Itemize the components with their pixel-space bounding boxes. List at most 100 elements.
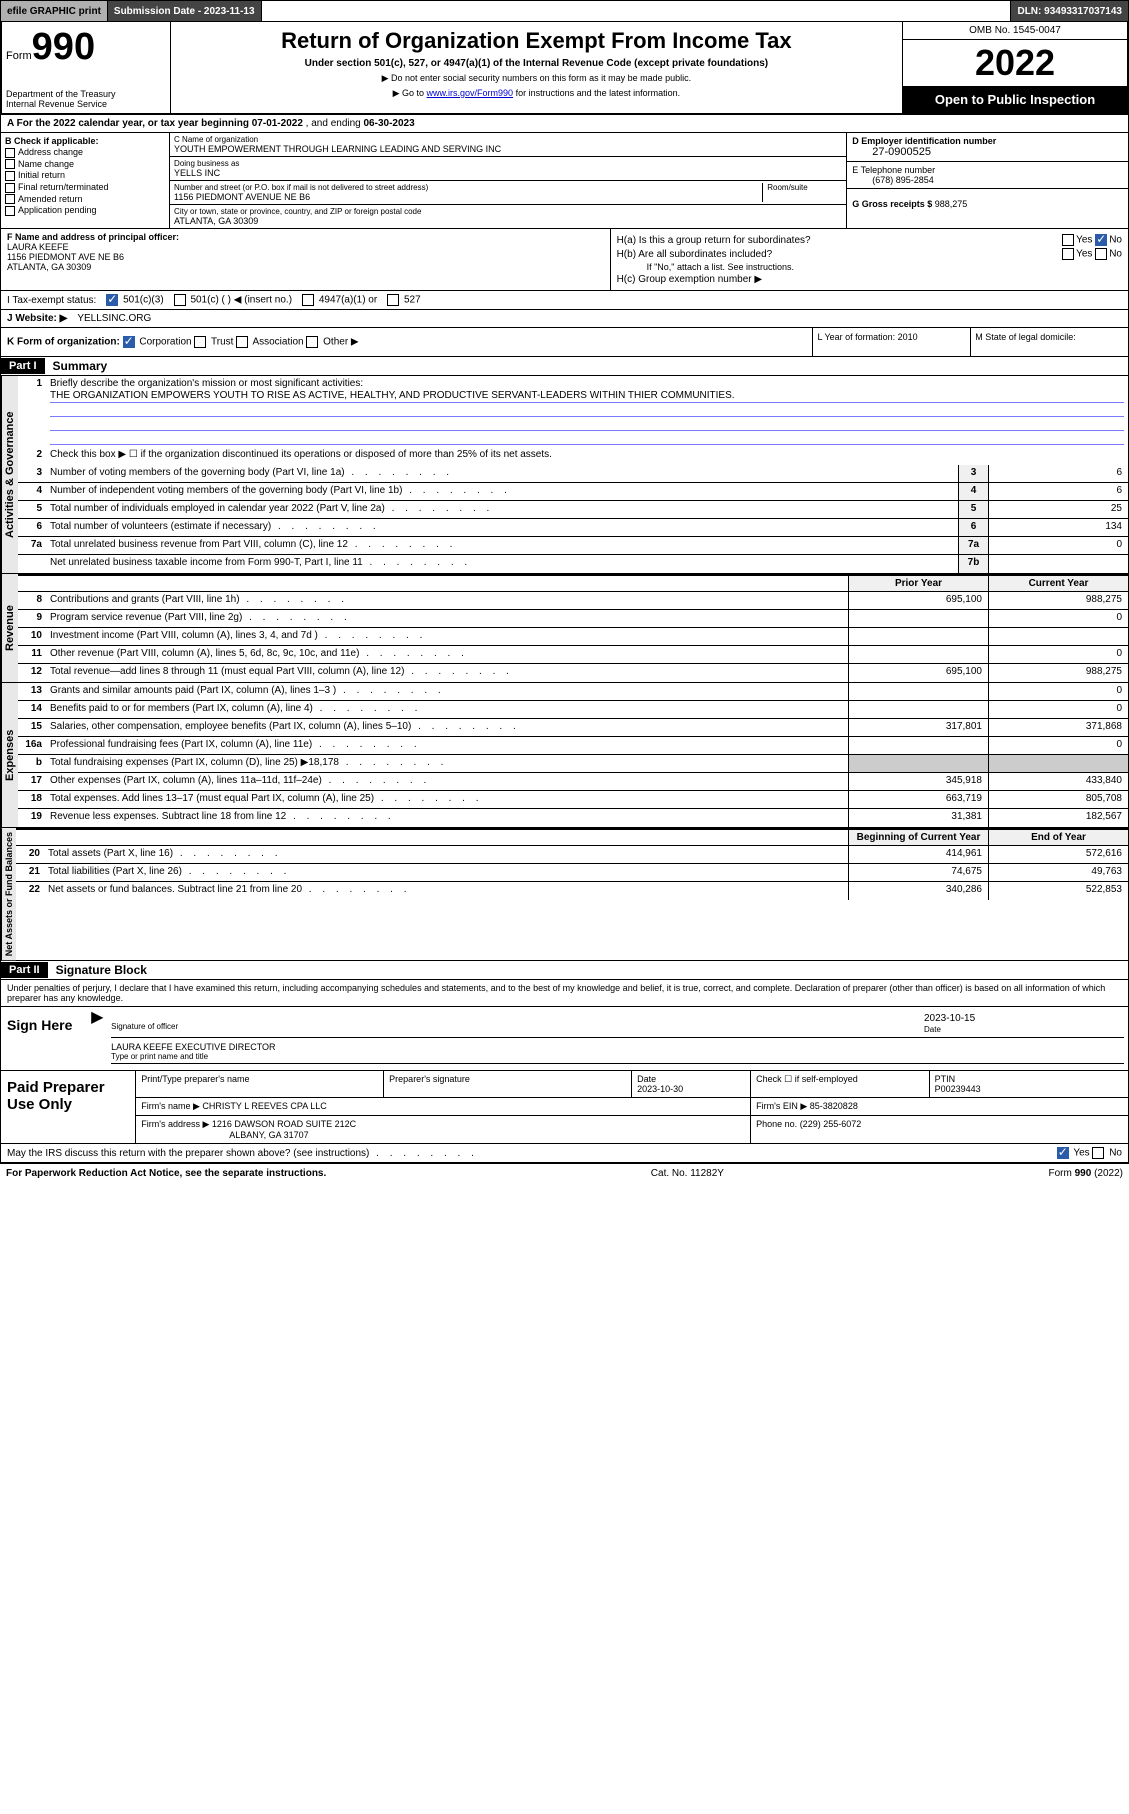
vlabel-expenses: Expenses xyxy=(1,683,18,827)
row-desc: Benefits paid to or for members (Part IX… xyxy=(46,701,848,718)
line-m: M State of legal domicile: xyxy=(970,328,1128,356)
irs-label: Internal Revenue Service xyxy=(6,99,166,109)
row-val: 6 xyxy=(988,465,1128,482)
page-footer: For Paperwork Reduction Act Notice, see … xyxy=(0,1163,1129,1183)
sig-officer: Signature of officer xyxy=(111,1013,924,1035)
chk-app-pending[interactable]: Application pending xyxy=(5,205,165,216)
chk-amended[interactable]: Amended return xyxy=(5,194,165,205)
row-curr: 522,853 xyxy=(988,882,1128,900)
chk-501c[interactable] xyxy=(174,294,186,306)
subtitle-2: ▶ Do not enter social security numbers o… xyxy=(179,73,894,84)
chk-4947[interactable] xyxy=(302,294,314,306)
prep-sig-hdr: Preparer's signature xyxy=(384,1071,632,1097)
row-num: 9 xyxy=(18,610,46,627)
row-desc: Total fundraising expenses (Part IX, col… xyxy=(46,755,848,772)
addr-label: Number and street (or P.O. box if mail i… xyxy=(174,183,762,192)
row-num: 12 xyxy=(18,664,46,682)
firm-name: Firm's name ▶ CHRISTY L REEVES CPA LLC xyxy=(136,1098,751,1115)
row-num: 4 xyxy=(18,483,46,500)
row2-desc: Check this box ▶ ☐ if the organization d… xyxy=(46,447,1128,465)
chk-assoc[interactable] xyxy=(236,336,248,348)
row-prior: 74,675 xyxy=(848,864,988,881)
net-rows: Beginning of Current Year End of Year 20… xyxy=(16,828,1128,960)
prep-selfemp: Check ☐ if self-employed xyxy=(751,1071,930,1097)
table-row: 6 Total number of volunteers (estimate i… xyxy=(18,519,1128,537)
row-num: 1 xyxy=(18,376,46,447)
omb-number: OMB No. 1545-0047 xyxy=(903,22,1127,40)
chk-trust[interactable] xyxy=(194,336,206,348)
row-num xyxy=(18,555,46,573)
mission-text: THE ORGANIZATION EMPOWERS YOUTH TO RISE … xyxy=(50,389,1124,403)
prep-name-hdr: Print/Type preparer's name xyxy=(136,1071,384,1097)
mission-desc: Briefly describe the organization's miss… xyxy=(46,376,1128,447)
chk-527[interactable] xyxy=(387,294,399,306)
part1-header: Part I Summary xyxy=(0,357,1129,376)
ha-no-chk[interactable] xyxy=(1095,234,1107,246)
row-desc: Number of voting members of the governin… xyxy=(46,465,958,482)
hb-no-chk[interactable] xyxy=(1095,248,1107,260)
sig-name-label: Type or print name and title xyxy=(111,1052,208,1061)
may-irs-q: May the IRS discuss this return with the… xyxy=(7,1148,478,1159)
subtitle-1: Under section 501(c), 527, or 4947(a)(1)… xyxy=(179,58,894,69)
row-curr: 182,567 xyxy=(988,809,1128,827)
chk-501c3[interactable] xyxy=(106,294,118,306)
row-num: 14 xyxy=(18,701,46,718)
gross-row: G Gross receipts $ 988,275 xyxy=(847,189,1128,212)
prep-date-hdr: Date xyxy=(637,1074,656,1084)
firm-phone-label: Phone no. xyxy=(756,1119,797,1129)
row-num: 22 xyxy=(16,882,44,900)
row-prior xyxy=(848,646,988,663)
efile-label[interactable]: efile GRAPHIC print xyxy=(1,1,108,21)
row-curr: 0 xyxy=(988,737,1128,754)
ha-no: No xyxy=(1109,235,1122,246)
chk-name-change[interactable]: Name change xyxy=(5,159,165,170)
mayirs-yes-chk[interactable] xyxy=(1057,1147,1069,1159)
table-row: 7a Total unrelated business revenue from… xyxy=(18,537,1128,555)
hb-yes: Yes xyxy=(1076,249,1092,260)
footer-mid: Cat. No. 11282Y xyxy=(651,1168,724,1179)
row-num: 20 xyxy=(16,846,44,863)
table-row: 9 Program service revenue (Part VIII, li… xyxy=(18,610,1128,628)
mission-blank xyxy=(50,431,1124,445)
line-i-label: I Tax-exempt status: xyxy=(7,295,96,306)
firm-val: CHRISTY L REEVES CPA LLC xyxy=(202,1101,326,1111)
top-bar: efile GRAPHIC print Submission Date - 20… xyxy=(0,0,1129,22)
room-label: Room/suite xyxy=(767,183,842,192)
row-curr: 0 xyxy=(988,646,1128,663)
chk-initial-return[interactable]: Initial return xyxy=(5,170,165,181)
firm-addr: Firm's address ▶ 1216 DAWSON ROAD SUITE … xyxy=(136,1116,751,1143)
sign-here-row: Sign Here ▶ Signature of officer 2023-10… xyxy=(1,1006,1128,1070)
hb-note: If "No," attach a list. See instructions… xyxy=(617,262,1122,272)
sig-line-2: LAURA KEEFE EXECUTIVE DIRECTORType or pr… xyxy=(111,1040,1124,1064)
ha-yes-chk[interactable] xyxy=(1062,234,1074,246)
h-a: H(a) Is this a group return for subordin… xyxy=(617,234,1122,246)
mayirs-no-chk[interactable] xyxy=(1092,1147,1104,1159)
row-prior xyxy=(848,701,988,718)
mission-blank xyxy=(50,403,1124,417)
line-k-label: K Form of organization: xyxy=(7,337,120,348)
prep-row-2: Firm's name ▶ CHRISTY L REEVES CPA LLC F… xyxy=(136,1098,1128,1116)
dba-row: Doing business as YELLS INC xyxy=(170,157,846,181)
box-bcdeg: B Check if applicable: Address change Na… xyxy=(0,133,1129,229)
chk-other[interactable] xyxy=(306,336,318,348)
table-row: 12 Total revenue—add lines 8 through 11 … xyxy=(18,664,1128,682)
hb-yes-chk[interactable] xyxy=(1062,248,1074,260)
firm-ein-label: Firm's EIN ▶ xyxy=(756,1101,807,1111)
table-row: 19 Revenue less expenses. Subtract line … xyxy=(18,809,1128,827)
dba-label: Doing business as xyxy=(174,159,842,168)
sig-line-1: Signature of officer 2023-10-15Date xyxy=(111,1011,1124,1038)
row-prior xyxy=(848,610,988,627)
chk-corp[interactable] xyxy=(123,336,135,348)
row-curr xyxy=(988,628,1128,645)
line-j: J Website: ▶ YELLSINC.ORG xyxy=(0,310,1129,328)
row-prior: 317,801 xyxy=(848,719,988,736)
chk-address-change[interactable]: Address change xyxy=(5,147,165,158)
part2-header: Part II Signature Block xyxy=(0,961,1129,980)
irs-link[interactable]: www.irs.gov/Form990 xyxy=(427,88,514,98)
table-row: 21 Total liabilities (Part X, line 26) 7… xyxy=(16,864,1128,882)
row-num: 6 xyxy=(18,519,46,536)
chk-final-return[interactable]: Final return/terminated xyxy=(5,182,165,193)
row-prior: 695,100 xyxy=(848,592,988,609)
preparer-grid: Print/Type preparer's name Preparer's si… xyxy=(136,1071,1128,1143)
firm-addr1: 1216 DAWSON ROAD SUITE 212C xyxy=(212,1119,356,1129)
